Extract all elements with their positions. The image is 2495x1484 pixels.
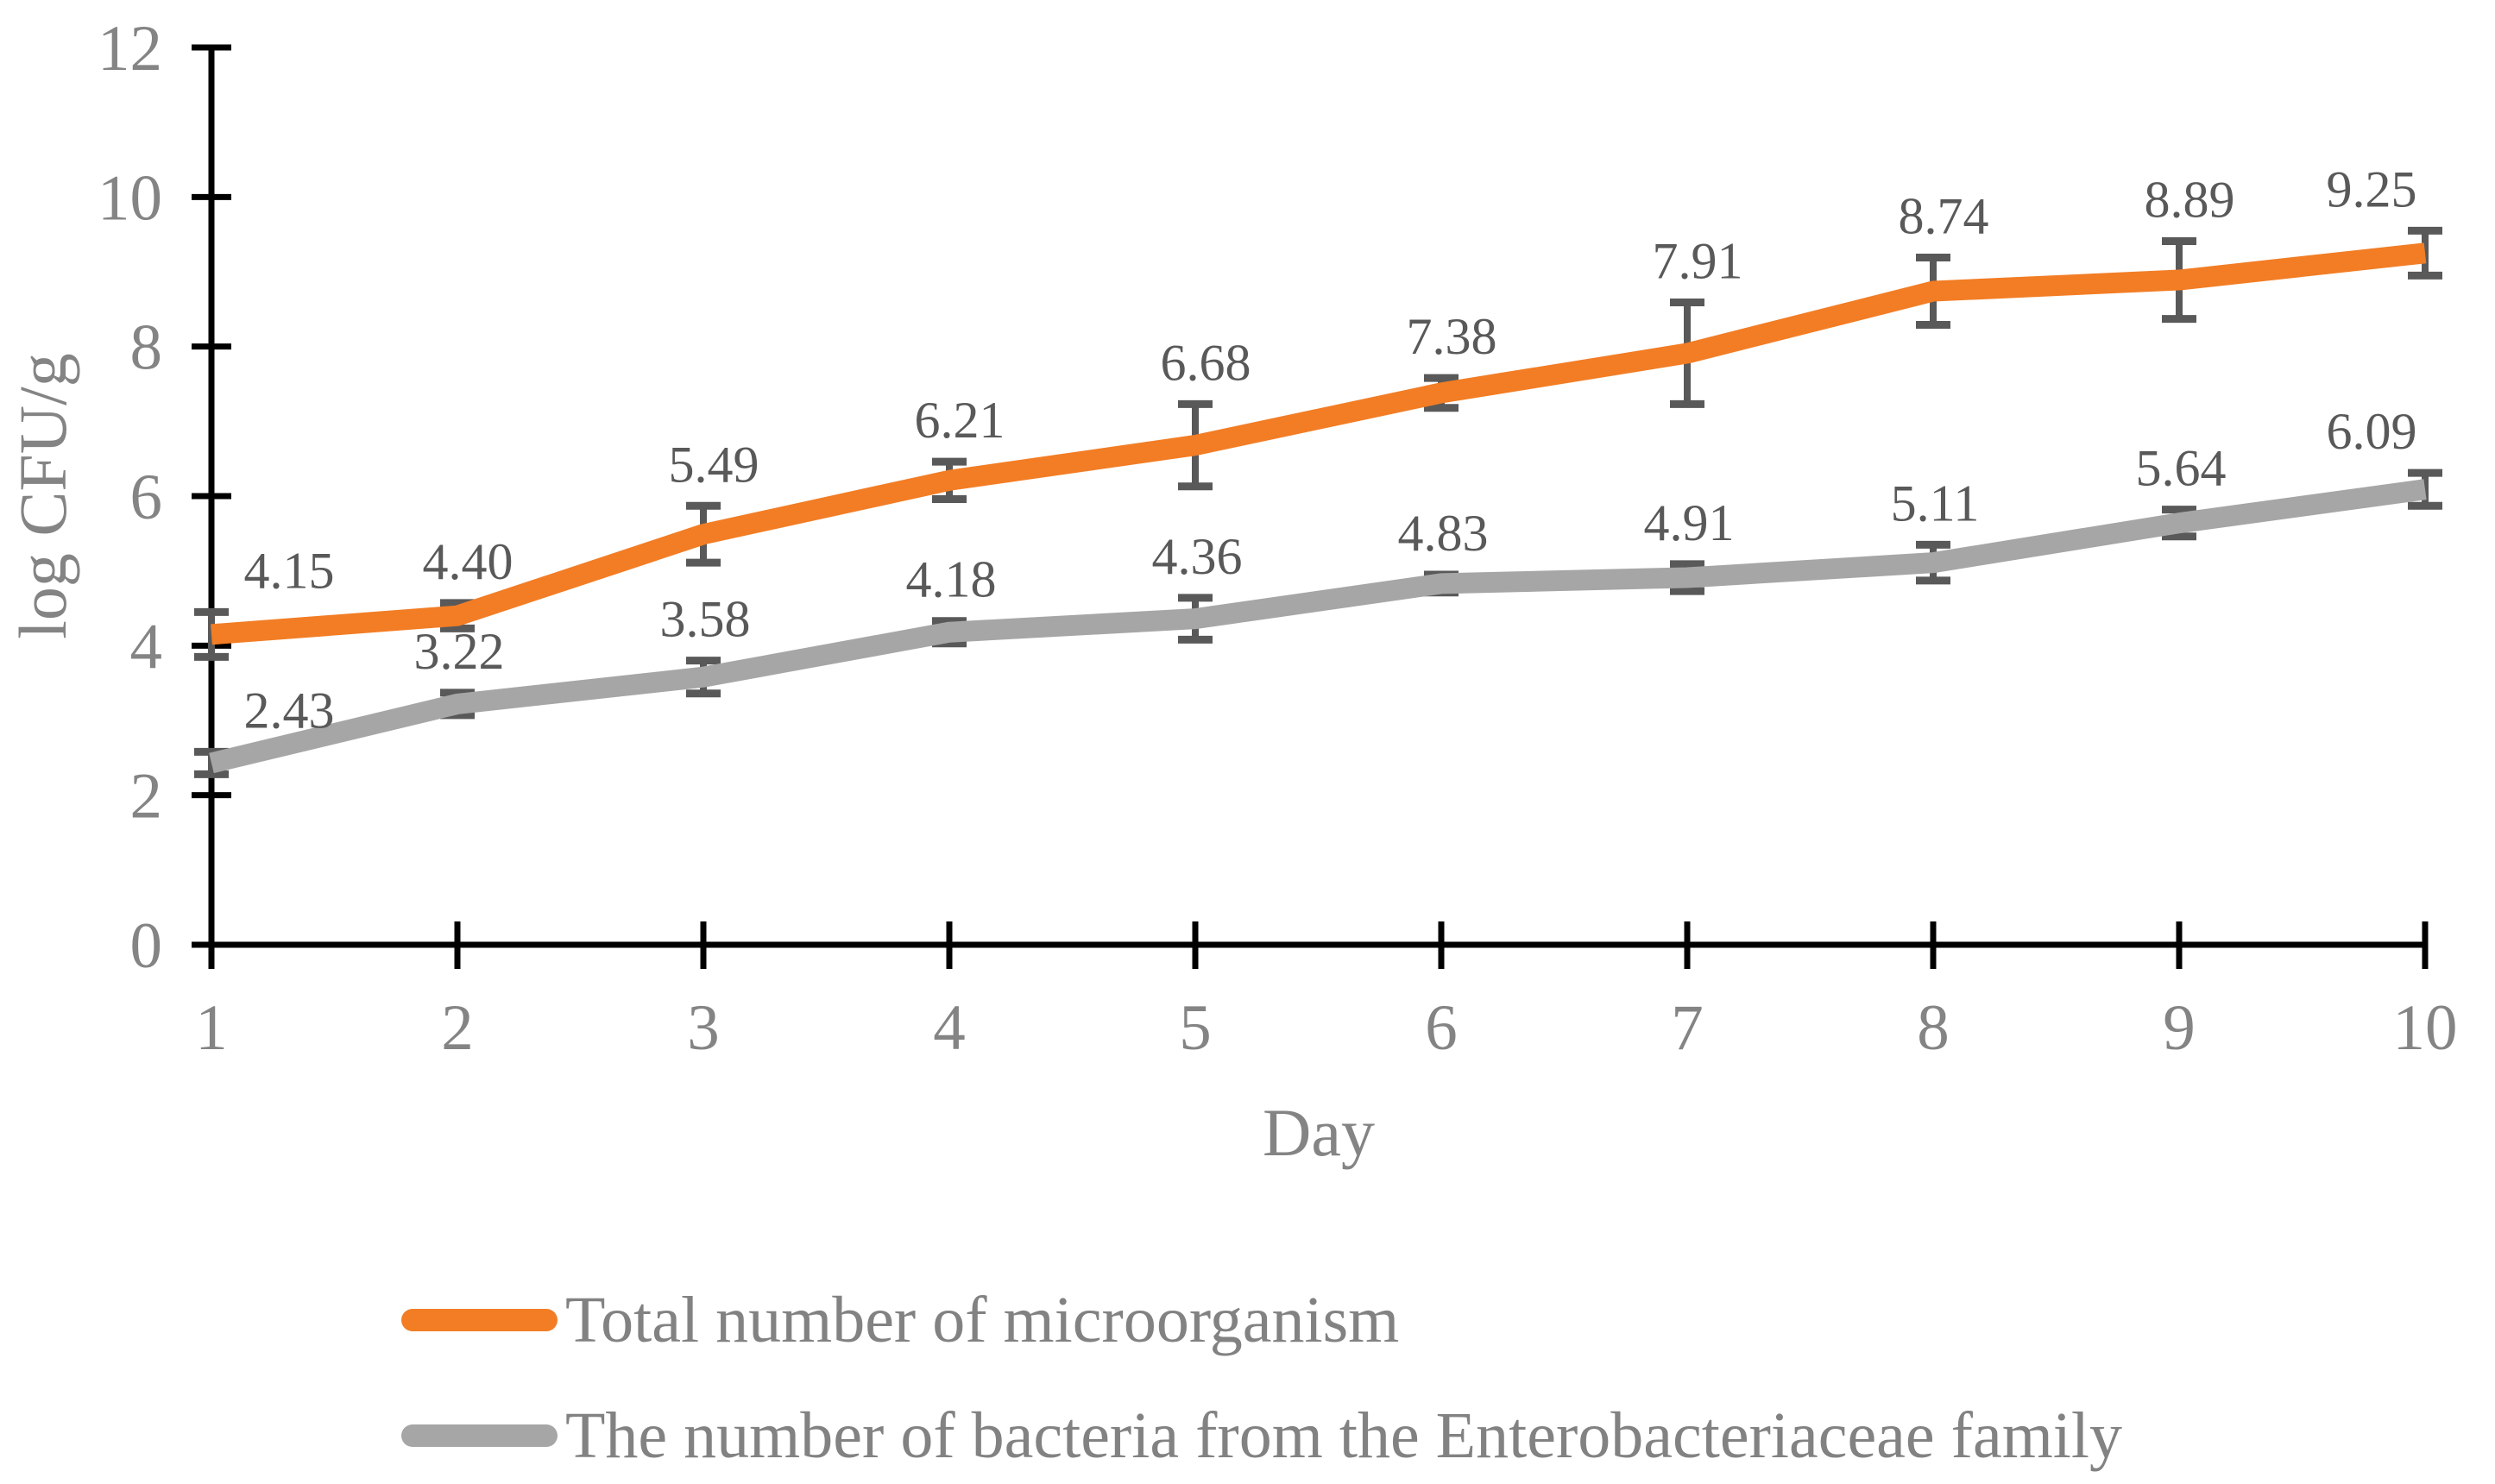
- y-tick-label: 2: [130, 761, 163, 833]
- x-tick-label: 8: [1917, 992, 1950, 1064]
- legend-swatch-orange-line: [401, 1309, 558, 1331]
- data-label: 9.25: [2327, 160, 2417, 217]
- data-label: 6.68: [1161, 334, 1251, 391]
- x-axis-title: Day: [1263, 1095, 1375, 1170]
- error-bars-series-0: [194, 226, 2442, 661]
- y-tick-label: 8: [130, 312, 163, 384]
- series-line-1: [209, 479, 2427, 774]
- data-label: 3.22: [414, 623, 505, 680]
- legend-item-total-microorganism: Total number of microorganism: [401, 1275, 2122, 1365]
- legend-swatch-gray-line: [401, 1424, 558, 1447]
- data-label: 4.91: [1644, 494, 1735, 551]
- data-labels-series-1: 2.43 3.22 3.58 4.18 4.36 4.83 4.91 5.11 5.64 6.09: [244, 403, 2417, 739]
- data-label: 6.09: [2327, 403, 2417, 460]
- y-axis-title: log CFU/g: [5, 353, 80, 639]
- data-label: 4.36: [1152, 528, 1243, 585]
- x-tick-label: 5: [1179, 992, 1212, 1064]
- legend-label-enterobacteriaceae: The number of bacteria from the Enteroba…: [565, 1399, 2123, 1472]
- y-tick-label: 6: [130, 462, 163, 533]
- data-label: 4.15: [244, 542, 335, 599]
- legend-item-enterobacteriaceae: The number of bacteria from the Enteroba…: [401, 1391, 2122, 1481]
- y-tick-label: 0: [130, 910, 163, 982]
- data-label: 2.43: [244, 682, 335, 739]
- x-tick-label: 9: [2163, 992, 2196, 1064]
- data-label: 4.83: [1398, 505, 1489, 562]
- x-tick-label: 6: [1425, 992, 1458, 1064]
- data-label: 7.91: [1653, 233, 1743, 290]
- data-label: 7.38: [1407, 308, 1497, 365]
- legend-label-total-microorganism: Total number of microorganism: [565, 1283, 1400, 1356]
- data-label: 8.74: [1899, 188, 1989, 245]
- y-tick-label: 4: [130, 611, 163, 682]
- data-label: 4.18: [906, 551, 997, 608]
- x-tick-label: 3: [687, 992, 720, 1064]
- data-labels-series-0: 4.15 4.40 5.49 6.21 6.68 7.38 7.91 8.74 8.89 9.25: [244, 160, 2417, 599]
- data-label: 5.64: [2136, 440, 2227, 497]
- data-label: 6.21: [915, 392, 1005, 449]
- data-label: 5.49: [669, 436, 759, 493]
- series-line-0: [211, 242, 2427, 645]
- x-tick-label: 10: [2393, 992, 2458, 1064]
- y-axis-ticks: 0 2 4 6 8 10 12: [98, 13, 231, 982]
- y-tick-label: 10: [98, 162, 162, 234]
- x-tick-label: 4: [933, 992, 966, 1064]
- x-tick-label: 7: [1671, 992, 1704, 1064]
- x-tick-label: 2: [441, 992, 474, 1064]
- error-bars-series-1: [194, 468, 2442, 778]
- legend: Total number of microorganism The number…: [401, 1275, 2122, 1481]
- x-axis-ticks: 1 2 3 4 5 6 7 8 9 10: [195, 921, 2458, 1064]
- x-tick-label: 1: [195, 992, 228, 1064]
- data-label: 4.40: [423, 533, 513, 590]
- data-label: 8.89: [2145, 171, 2235, 228]
- y-tick-label: 12: [98, 13, 162, 85]
- data-label: 5.11: [1891, 475, 1980, 531]
- data-label: 3.58: [660, 591, 751, 648]
